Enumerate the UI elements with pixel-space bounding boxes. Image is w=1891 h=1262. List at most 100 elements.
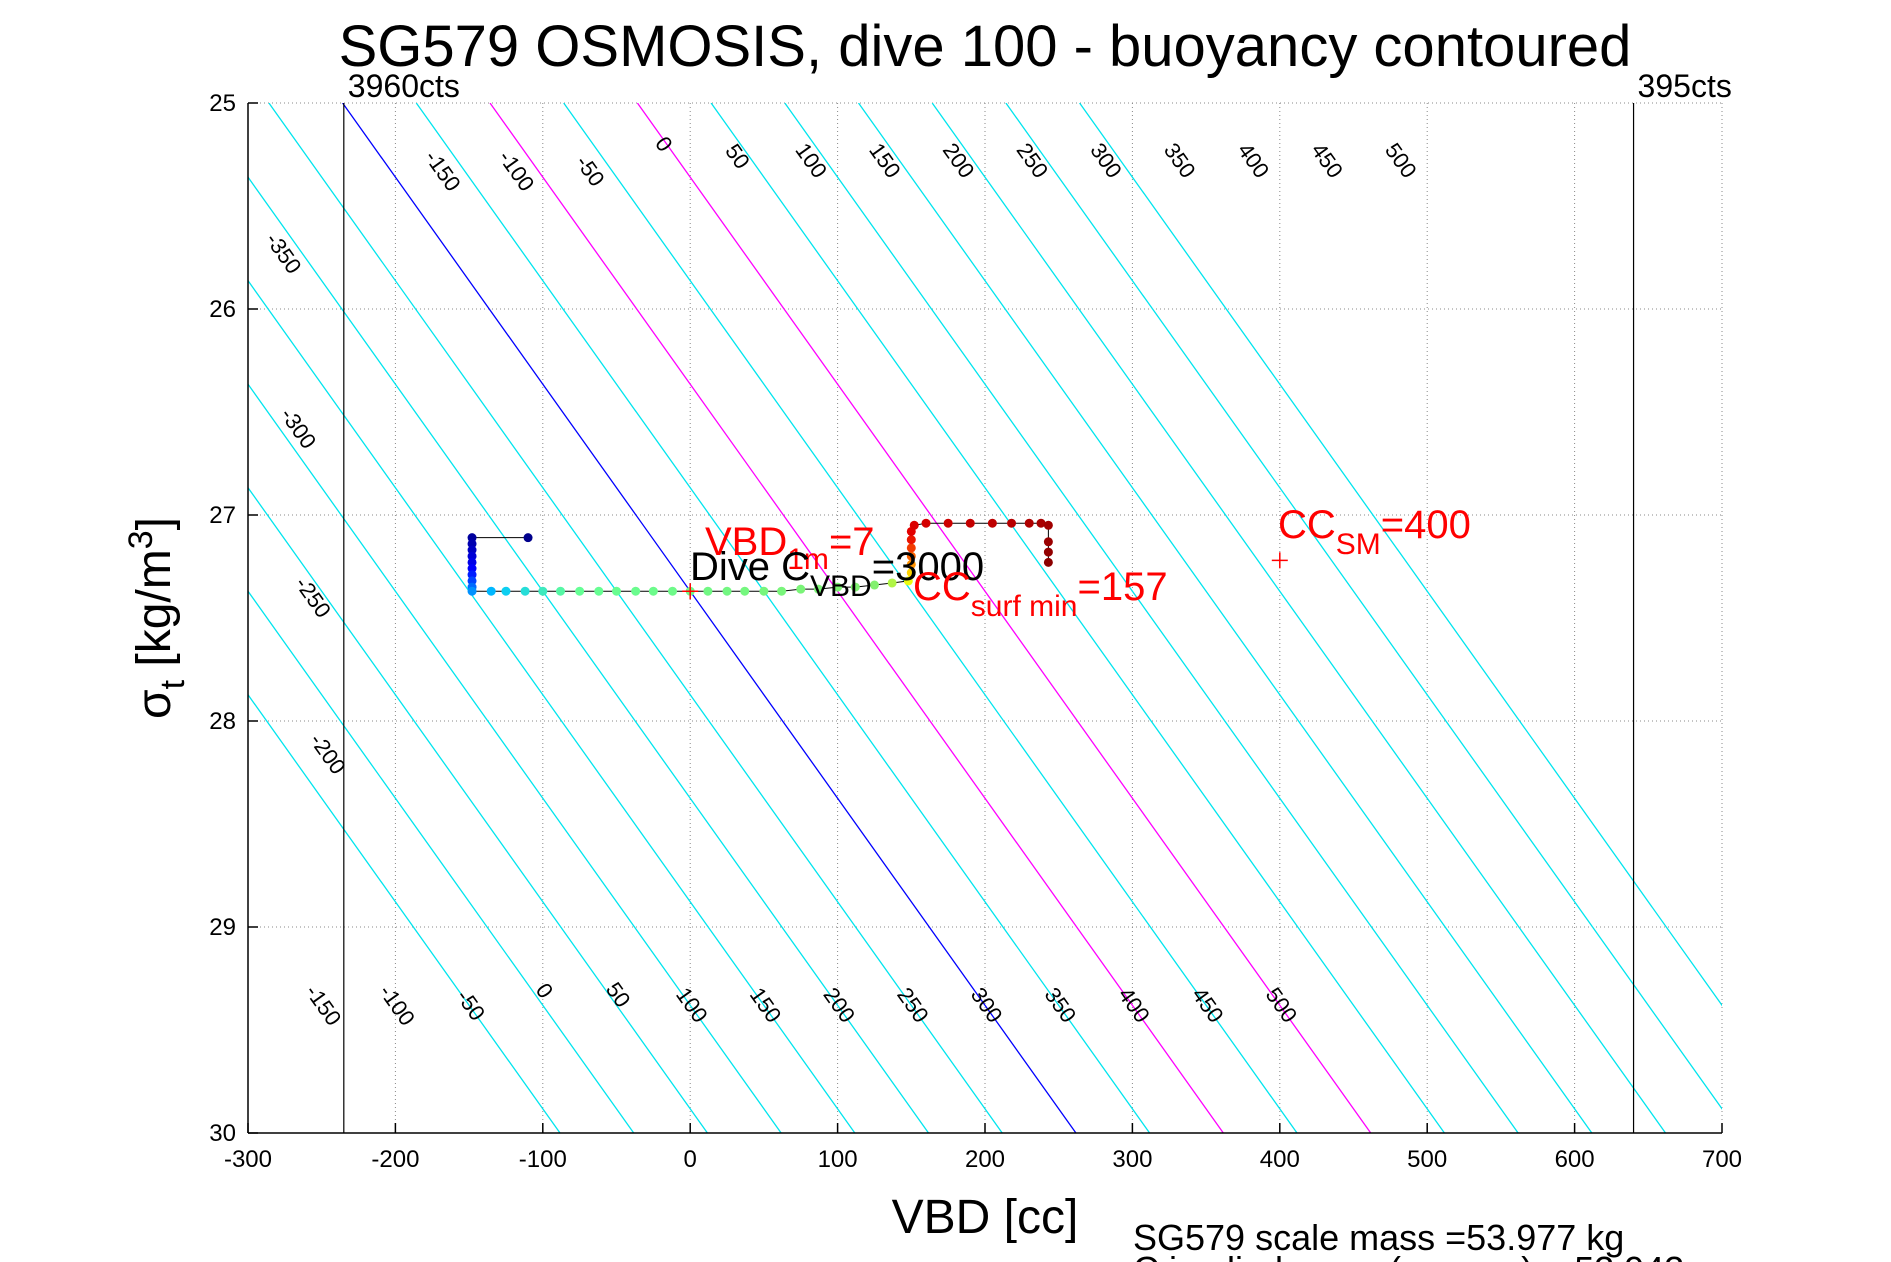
y-axis-label: σt [kg/m3]: [122, 517, 192, 719]
contour-line: [710, 103, 1445, 1133]
cc-surf-min-annotation: CCsurf min=157: [913, 565, 1168, 623]
contour-line: [931, 103, 1667, 1133]
contour-line: [1005, 103, 1722, 1110]
contour-line: [857, 103, 1593, 1133]
dive-track-point: [909, 520, 919, 530]
contour-line: [248, 176, 930, 1133]
dive-track-point: [1024, 518, 1034, 528]
y-ticks: 25 26 27 28 29 30: [209, 90, 258, 1147]
x-tick-label: 500: [1407, 1146, 1447, 1173]
dive-track-point: [648, 586, 658, 596]
count-limit-label: 395cts: [1638, 68, 1732, 104]
dive-track-point: [668, 586, 678, 596]
dive-track-point: [467, 570, 477, 580]
dive-track-point: [467, 539, 477, 549]
svg-text:σt [kg/m3]: σt [kg/m3]: [122, 517, 192, 719]
contour-line: [248, 486, 708, 1133]
count-limit-lines: 3960cts 395cts: [343, 68, 1732, 1133]
x-tick-label: 0: [684, 1146, 697, 1173]
x-tick-label: 300: [1112, 1146, 1152, 1173]
x-tick-label: 100: [818, 1146, 858, 1173]
implied-mass-text: C implied mass (apogee) = 53.943: [1133, 1249, 1684, 1262]
plot-area: [248, 103, 1722, 1133]
y-tick-label: 30: [209, 1120, 236, 1147]
dive-track-point: [538, 586, 548, 596]
dive-track-point: [943, 518, 953, 528]
dive-track-point: [903, 576, 913, 586]
dive-track-point: [467, 576, 477, 586]
y-axis-label-sub: t: [154, 679, 192, 689]
dive-track-point: [631, 586, 641, 596]
markers: [682, 552, 1288, 600]
dive-track-point: [520, 586, 530, 596]
dive-track-point: [467, 564, 477, 574]
dive-track-point: [833, 582, 843, 592]
cc-sm-annotation: CCSM=400: [1278, 503, 1471, 561]
chart-title: SG579 OSMOSIS, dive 100 - buoyancy conto…: [339, 14, 1632, 79]
y-axis-label-close: ]: [128, 517, 181, 530]
y-axis-label-units: [kg/m: [128, 549, 181, 680]
dive-track-point: [467, 586, 477, 596]
dive-track-point: [850, 582, 860, 592]
dive-track-point: [501, 586, 511, 596]
dive-track-point: [906, 559, 916, 569]
x-tick-label: 200: [965, 1146, 1005, 1173]
dive-track-point: [467, 551, 477, 561]
dive-track-point: [1043, 547, 1053, 557]
x-tick-label: 700: [1702, 1146, 1742, 1173]
dive-track-point: [486, 586, 496, 596]
x-tick-label: 400: [1260, 1146, 1300, 1173]
dive-track-point: [965, 518, 975, 528]
y-tick-label: 28: [209, 708, 236, 735]
x-tick-label: -300: [224, 1146, 272, 1173]
dive-cvbd-annotation: Dive CVBD=3000: [690, 545, 984, 603]
count-limit-label: 3960cts: [348, 68, 460, 104]
dive-track-point: [906, 535, 916, 545]
x-ticks: -300 -200 -100 0 100 200 300 400 500 600 700: [224, 1123, 1742, 1173]
contour-line: [563, 103, 1298, 1133]
contour-line: [268, 103, 1003, 1133]
dive-track-point: [594, 586, 604, 596]
dive-track-point: [1043, 537, 1053, 547]
dive-track-point: [777, 586, 787, 596]
contour-line: [784, 103, 1519, 1133]
dive-track-point: [722, 586, 732, 596]
x-tick-label: 600: [1555, 1146, 1595, 1173]
dive-track-point: [467, 545, 477, 555]
dive-track-point: [906, 551, 916, 561]
buoyancy-contours: [248, 103, 1722, 1133]
y-axis-label-sup: 3: [122, 530, 160, 549]
y-tick-label: 27: [209, 502, 236, 529]
y-tick-label: 29: [209, 914, 236, 941]
x-tick-label: -100: [519, 1146, 567, 1173]
dive-track-point: [575, 586, 585, 596]
dive-track-point: [906, 543, 916, 553]
dive-track-point: [921, 518, 931, 528]
dive-track-point: [467, 557, 477, 567]
dive-track-point: [467, 533, 477, 543]
dive-track-point: [987, 518, 997, 528]
y-axis-label-symbol: σ: [128, 689, 181, 719]
dive-track-point: [523, 533, 533, 543]
contour-line: [248, 279, 856, 1133]
contour-line: [342, 103, 1077, 1133]
contour-line: [248, 693, 561, 1133]
x-tick-label: -200: [371, 1146, 419, 1173]
contour-line: [248, 590, 635, 1133]
contour-line: [489, 103, 1224, 1133]
dive-track-point: [703, 586, 713, 596]
dive-track-point: [1007, 518, 1017, 528]
dive-track-point: [887, 578, 897, 588]
vbd-1m-annotation: VBD1m=7: [705, 520, 875, 576]
dive-track-point: [1036, 518, 1046, 528]
dive-track-point: [1043, 520, 1053, 530]
contour-line: [636, 103, 1372, 1133]
dive-track-point: [813, 584, 823, 594]
contour-line: [248, 383, 782, 1133]
dive-track: [467, 518, 1053, 596]
dive-track-point: [612, 586, 621, 596]
contour-line: [415, 103, 1151, 1133]
x-axis-label: VBD [cc]: [892, 1191, 1079, 1244]
annotations: VBD1m=7 Dive CVBD=3000 CCsurf min=157 CC…: [690, 503, 1471, 623]
